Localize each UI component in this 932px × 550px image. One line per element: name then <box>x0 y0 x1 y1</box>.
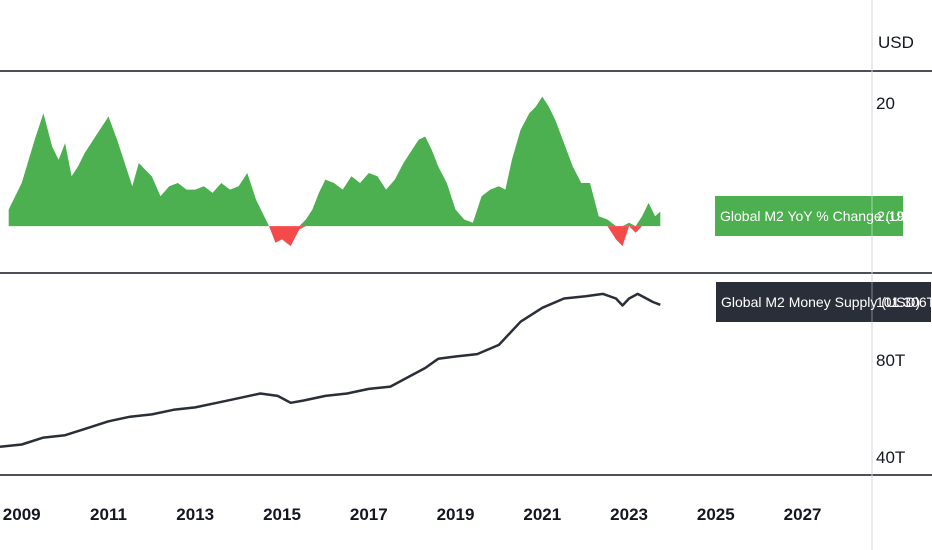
y-tick-yoy-20: 20 <box>876 94 895 113</box>
x-tick-label: 2011 <box>90 505 127 524</box>
x-tick-label: 2017 <box>350 505 388 524</box>
x-tick-label: 2019 <box>437 505 475 524</box>
x-tick-label: 2013 <box>176 505 214 524</box>
supply-label-background <box>716 282 931 322</box>
yoy-last-value: 2.19 <box>877 208 904 224</box>
x-tick-label: 2021 <box>523 505 561 524</box>
yoy-change-pane <box>8 96 661 247</box>
y-tick-supply-40t: 40T <box>876 448 905 467</box>
supply-last-value: 101.306T <box>876 294 932 310</box>
supply-label-name: Global M2 Money Supply (USD) <box>721 294 920 310</box>
yoy-negative-area <box>8 226 661 247</box>
yoy-positive-area <box>8 96 661 227</box>
money-supply-pane <box>0 292 661 449</box>
x-tick-label: 2015 <box>263 505 301 524</box>
money-supply-line <box>0 292 661 449</box>
y-tick-supply-80t: 80T <box>876 351 905 370</box>
x-tick-label: 2025 <box>697 505 735 524</box>
x-tick-label: 2023 <box>610 505 648 524</box>
currency-label[interactable]: USD <box>878 33 914 52</box>
x-tick-label: 2009 <box>3 505 41 524</box>
supply-series-label[interactable]: Global M2 Money Supply (USD) 101.306T <box>716 282 932 322</box>
yoy-label-name: Global M2 YoY % Change (USD) <box>720 208 924 224</box>
x-axis: 2009 2011 2013 2015 2017 2019 2021 2023 2025 2027 <box>3 505 822 524</box>
x-tick-label: 2027 <box>784 505 822 524</box>
yoy-series-label[interactable]: Global M2 YoY % Change (USD) 2.19 <box>715 196 924 236</box>
